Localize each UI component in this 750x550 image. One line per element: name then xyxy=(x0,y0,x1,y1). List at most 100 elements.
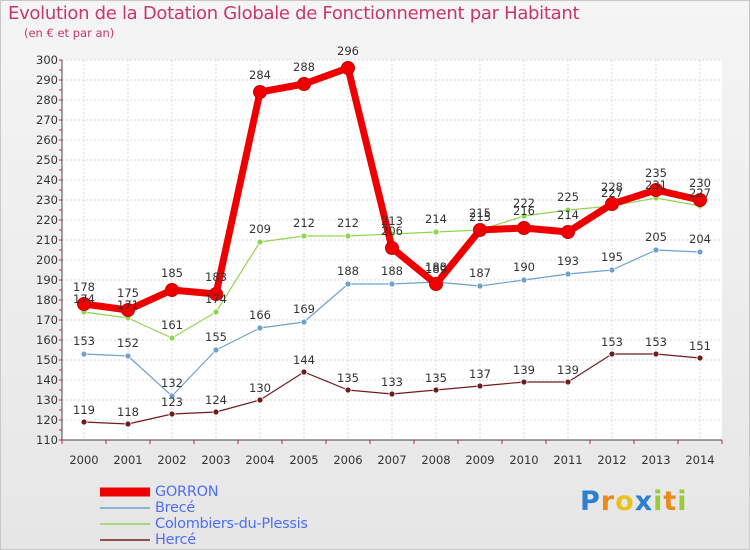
data-label-colombiers: 227 xyxy=(601,186,623,200)
data-label-herce: 135 xyxy=(337,371,359,385)
data-point-brece xyxy=(80,350,88,358)
x-tick-label: 2013 xyxy=(641,453,670,467)
data-point-brece xyxy=(608,266,616,274)
data-point-brece xyxy=(520,276,528,284)
data-label-gorron: 214 xyxy=(557,208,579,222)
y-tick-label: 110 xyxy=(36,433,58,447)
data-label-gorron: 288 xyxy=(293,60,315,74)
legend-label-gorron: GORRON xyxy=(155,484,219,500)
legend-swatch-brece xyxy=(100,507,150,509)
data-point-gorron xyxy=(693,193,707,207)
series-gorron xyxy=(77,61,707,317)
legend-label-herce: Hercé xyxy=(155,532,196,548)
data-point-gorron xyxy=(429,277,443,291)
data-point-brece xyxy=(256,324,264,332)
data-label-gorron: 228 xyxy=(601,180,623,194)
data-point-gorron xyxy=(77,297,91,311)
legend-label-brece: Brecé xyxy=(155,500,195,516)
logo-letter: t xyxy=(663,486,678,517)
data-point-colombiers xyxy=(520,212,528,220)
data-point-colombiers xyxy=(564,206,572,214)
data-label-colombiers: 174 xyxy=(205,292,227,306)
data-point-gorron xyxy=(649,183,663,197)
x-tick-label: 2002 xyxy=(157,453,186,467)
data-label-gorron: 284 xyxy=(249,68,271,82)
data-label-gorron: 216 xyxy=(513,204,535,218)
x-tick-label: 2004 xyxy=(245,453,274,467)
data-point-brece xyxy=(344,280,352,288)
y-tick-label: 180 xyxy=(36,293,58,307)
data-point-gorron xyxy=(297,77,311,91)
y-tick-label: 150 xyxy=(36,353,58,367)
chart-title: Evolution de la Dotation Globale de Fonc… xyxy=(8,3,580,24)
y-tick-label: 280 xyxy=(36,93,58,107)
data-label-herce: 118 xyxy=(117,405,139,419)
x-tick-label: 2009 xyxy=(465,453,494,467)
x-tick-label: 2008 xyxy=(421,453,450,467)
data-label-herce: 137 xyxy=(469,367,491,381)
data-label-gorron: 185 xyxy=(161,266,183,280)
data-point-herce xyxy=(432,386,440,394)
data-point-colombiers xyxy=(344,232,352,240)
data-label-brece: 153 xyxy=(73,334,95,348)
chart-subtitle: (en € et par an) xyxy=(24,26,115,40)
data-point-brece xyxy=(124,352,132,360)
data-label-gorron: 230 xyxy=(689,176,711,190)
data-label-herce: 153 xyxy=(645,335,667,349)
data-label-gorron: 215 xyxy=(469,206,491,220)
logo-letter: x xyxy=(634,486,654,517)
data-label-herce: 124 xyxy=(205,393,227,407)
data-label-colombiers: 227 xyxy=(689,186,711,200)
series-lines xyxy=(77,61,707,428)
y-tick-label: 160 xyxy=(36,333,58,347)
logo-letter: i xyxy=(677,486,688,517)
data-label-brece: 189 xyxy=(425,262,447,276)
logo-letter: P xyxy=(580,486,601,517)
data-label-colombiers: 231 xyxy=(645,178,667,192)
data-point-gorron xyxy=(385,241,399,255)
data-point-herce xyxy=(608,350,616,358)
data-label-gorron: 296 xyxy=(337,44,359,58)
data-point-herce xyxy=(80,418,88,426)
data-label-gorron: 235 xyxy=(645,166,667,180)
y-tick-label: 240 xyxy=(36,173,58,187)
y-tick-label: 210 xyxy=(36,233,58,247)
y-tick-label: 190 xyxy=(36,273,58,287)
data-point-herce xyxy=(520,378,528,386)
y-tick-label: 220 xyxy=(36,213,58,227)
data-point-colombiers xyxy=(168,334,176,342)
legend-swatch-colombiers xyxy=(100,523,150,525)
data-label-colombiers: 225 xyxy=(557,190,579,204)
data-label-herce: 153 xyxy=(601,335,623,349)
data-point-brece xyxy=(696,248,704,256)
data-point-herce xyxy=(168,410,176,418)
y-tick-label: 270 xyxy=(36,113,58,127)
legend-label-colombiers: Colombiers-du-Plessis xyxy=(155,516,308,532)
x-tick-label: 2007 xyxy=(377,453,406,467)
data-label-herce: 119 xyxy=(73,403,95,417)
data-label-herce: 123 xyxy=(161,395,183,409)
y-tick-label: 120 xyxy=(36,413,58,427)
x-tick-label: 2006 xyxy=(333,453,362,467)
x-tick-label: 2000 xyxy=(69,453,98,467)
data-label-gorron: 206 xyxy=(381,224,403,238)
data-point-brece xyxy=(212,346,220,354)
data-label-herce: 130 xyxy=(249,381,271,395)
data-label-herce: 135 xyxy=(425,371,447,385)
data-label-brece: 193 xyxy=(557,254,579,268)
data-label-colombiers: 212 xyxy=(293,216,315,230)
y-tick-label: 200 xyxy=(36,253,58,267)
data-point-herce xyxy=(564,378,572,386)
data-point-gorron xyxy=(341,61,355,75)
logo-letter: o xyxy=(615,486,635,517)
data-label-brece: 187 xyxy=(469,266,491,280)
data-label-colombiers: 214 xyxy=(425,212,447,226)
line-chart: 1101201301401501601701801902002102202302… xyxy=(36,44,723,467)
y-tick-label: 130 xyxy=(36,393,58,407)
data-label-herce: 144 xyxy=(293,353,315,367)
data-point-gorron xyxy=(473,223,487,237)
data-point-herce xyxy=(696,354,704,362)
data-label-brece: 188 xyxy=(381,264,403,278)
data-label-brece: 132 xyxy=(161,376,183,390)
data-label-gorron: 188 xyxy=(425,260,447,274)
